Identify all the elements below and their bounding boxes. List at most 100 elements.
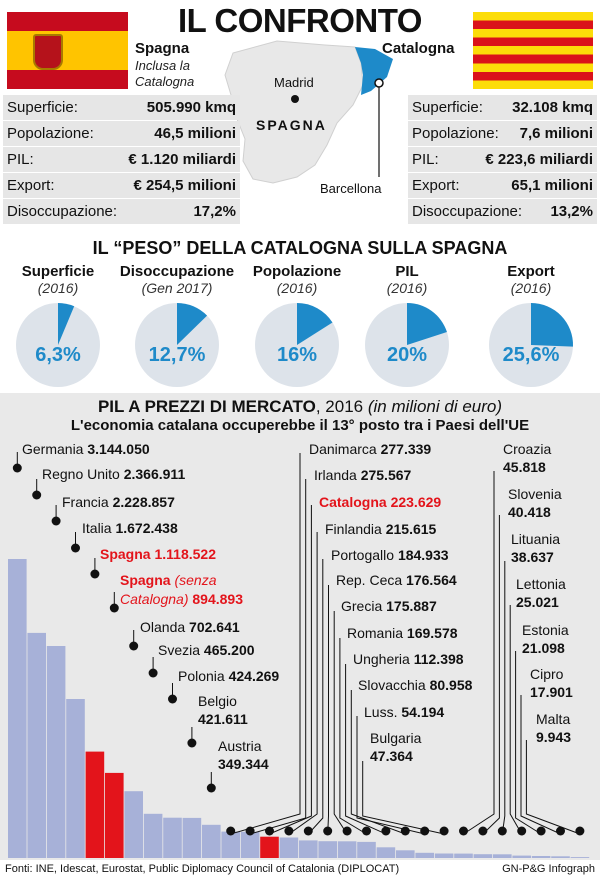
leader-dot: [420, 826, 430, 836]
bar-catalogna: [260, 836, 279, 858]
leader-dot: [439, 826, 449, 836]
footer-source: Fonti: INE, Idescat, Eurostat, Public Di…: [5, 863, 400, 875]
madrid-dot: [291, 95, 299, 103]
bar-label: Regno Unito 2.366.911: [42, 466, 186, 482]
bar-label: Estonia: [522, 622, 569, 638]
leader-line: [249, 479, 307, 835]
bar-label: Rep. Ceca 176.564: [336, 572, 457, 588]
spain-note-line2: Catalogna: [135, 74, 195, 89]
bar-label: Francia 2.228.857: [62, 494, 175, 510]
pie-percent: 12,7%: [148, 344, 206, 366]
peso-title: IL “PESO” DELLA CATALOGNA SULLA SPAGNA: [92, 238, 508, 258]
bar-belgio: [182, 817, 202, 858]
bar-slovenia: [473, 854, 493, 858]
spain-flag: [7, 12, 128, 89]
leader-dot: [536, 826, 546, 836]
bar-label: Bulgaria: [370, 730, 422, 746]
bar-estonia: [531, 856, 551, 858]
leader-dot: [109, 603, 119, 613]
leader-line: [501, 561, 506, 835]
bar-grecia: [337, 841, 357, 858]
barcellona-label: Barcellona: [320, 181, 382, 196]
pie-slice-disoccupazione: [177, 303, 208, 345]
page-title: IL CONFRONTO: [178, 2, 422, 39]
leader-dot: [71, 543, 80, 553]
bar-ungheria: [376, 847, 396, 858]
bar-label-spagna: Spagna 1.118.522: [100, 546, 216, 562]
bar-value: 47.364: [370, 748, 413, 764]
pil-title: PIL A PREZZI DI MERCATO, 2016 (in milion…: [97, 397, 503, 416]
bar-label-catalogna: Catalogna 223.629: [319, 494, 442, 510]
catalonia-stat-row: PIL: € 223,6 miliardi: [408, 147, 597, 172]
leader-dot: [51, 516, 61, 526]
bar-olanda: [124, 791, 143, 858]
leader-line: [307, 559, 324, 836]
leader-dot: [381, 826, 391, 836]
bar-bulgaria: [434, 853, 454, 858]
bar-finlandia: [279, 837, 299, 858]
bar-portogallo: [299, 840, 318, 858]
leader-dot: [400, 826, 410, 836]
catalonia-name: Catalogna: [382, 40, 455, 57]
leader-line: [463, 471, 495, 835]
bar-irlanda: [240, 831, 260, 858]
catalonia-map-shape: [355, 47, 393, 95]
bar-rep-ceca: [318, 841, 337, 858]
pie-charts: [16, 303, 573, 387]
iberia-map: [224, 40, 393, 184]
bar-label: Irlanda 275.567: [314, 467, 412, 483]
bar-label: Germania 3.144.050: [22, 441, 150, 457]
spain-note-line1: Inclusa la: [135, 58, 190, 73]
pie-slice-pil: [407, 303, 447, 345]
bar-label: Lituania: [511, 531, 561, 547]
pie-slice-popolazione: [297, 303, 333, 345]
leader-dot: [206, 783, 216, 793]
leader-dot: [362, 826, 371, 836]
bar-label: Grecia 175.887: [341, 598, 437, 614]
bar-label: Lettonia: [516, 576, 566, 592]
leader-line: [525, 740, 581, 835]
spain-stat-row: Superficie: 505.990 kmq: [3, 95, 240, 120]
pie-label: Disoccupazione (Gen 2017): [119, 263, 235, 296]
bar-label: Malta: [536, 711, 571, 727]
bar-francia: [46, 646, 66, 858]
catalonia-flag: [473, 12, 593, 89]
bar-label: Luss. 54.194: [364, 704, 445, 720]
leader-dot: [129, 641, 139, 651]
bar-label: Danimarca 277.339: [309, 441, 432, 457]
catalonia-stat-row: Disoccupazione: 13,2%: [408, 199, 597, 224]
bar-label: Italia 1.672.438: [82, 520, 178, 536]
bar-lussemburgo: [415, 852, 434, 858]
spain-stat-row: Export: € 254,5 milioni: [3, 173, 240, 198]
bar-label: Austria: [218, 738, 262, 754]
bar-value: 17.901: [530, 684, 573, 700]
bar-italia: [66, 699, 85, 858]
pie-label: Popolazione (2016): [252, 263, 342, 296]
leader-dot: [12, 463, 22, 473]
leader-dot: [187, 738, 197, 748]
leader-dot: [265, 826, 274, 836]
bar-regno-unito: [27, 632, 46, 858]
bar-spagna: [85, 751, 105, 858]
leader-dot: [245, 826, 255, 836]
pie-percent: 25,6%: [502, 344, 560, 366]
footer-credit: GN-P&G Infograph: [502, 863, 595, 875]
pie-label: Superficie (2016): [21, 263, 95, 296]
leader-line: [482, 515, 500, 836]
bar-romania: [357, 841, 376, 858]
bar-label-spagna-senza: Spagna (senza: [120, 572, 217, 588]
leader-dot: [303, 826, 313, 836]
bar-label: Romania 169.578: [347, 625, 458, 641]
madrid-label: Madrid: [274, 75, 314, 90]
leader-dot: [90, 569, 100, 579]
barcellona-dot: [374, 78, 384, 88]
bar-label: Cipro: [530, 666, 564, 682]
bar-label: Ungheria 112.398: [353, 651, 464, 667]
bar-slovacchia: [396, 850, 415, 858]
leader-dot: [575, 826, 585, 836]
coat-of-arms-icon: [33, 34, 63, 70]
catalonia-stat-row: Superficie: 32.108 kmq: [408, 95, 597, 120]
leader-dot: [148, 668, 158, 678]
pie-percent: 16%: [276, 344, 318, 366]
pie-label: PIL (2016): [386, 263, 428, 296]
